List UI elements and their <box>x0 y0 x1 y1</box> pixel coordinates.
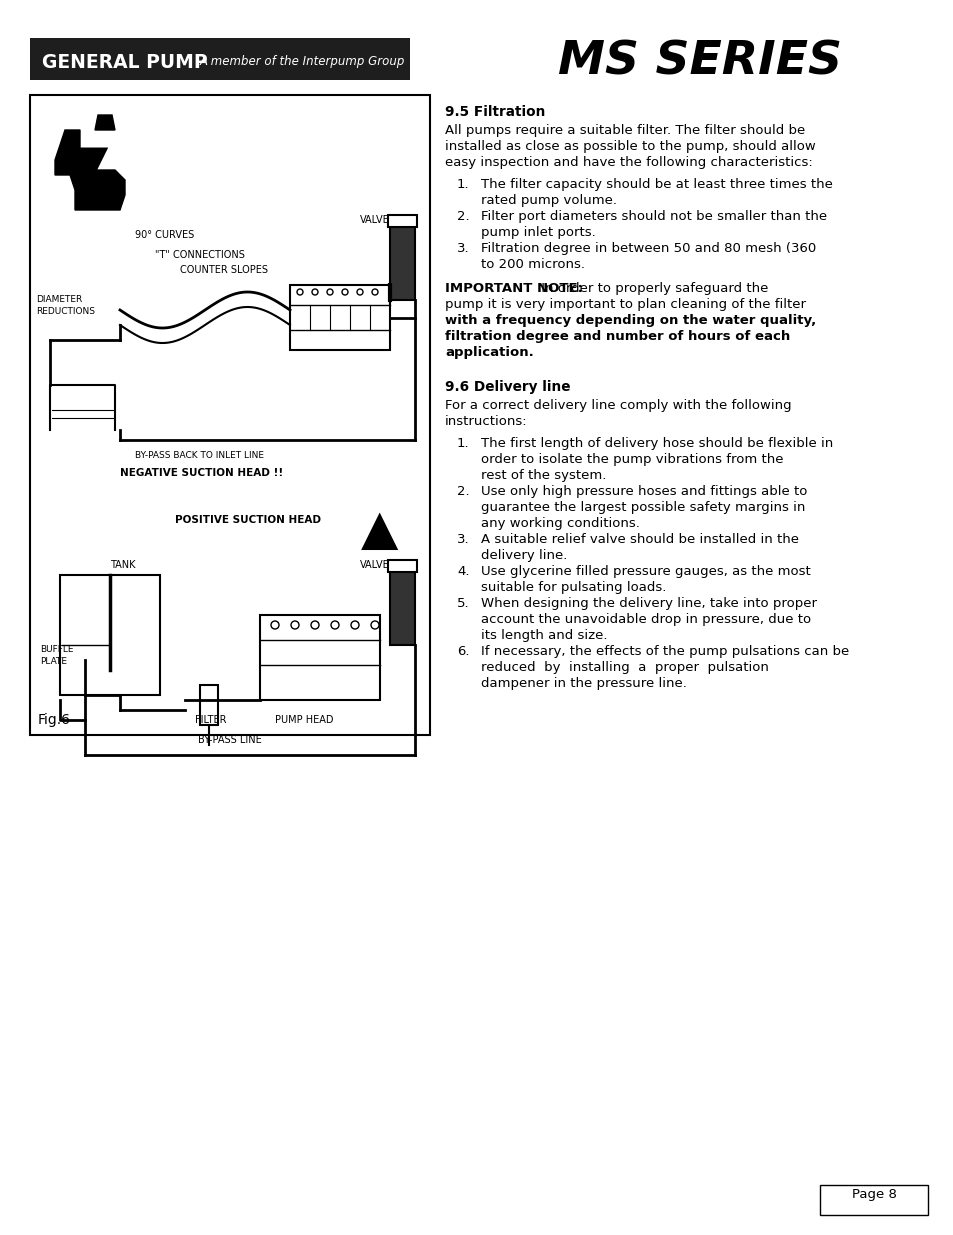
Text: PUMP HEAD: PUMP HEAD <box>274 715 334 725</box>
Bar <box>260 615 379 700</box>
Text: If necessary, the effects of the pump pulsations can be: If necessary, the effects of the pump pu… <box>480 645 848 658</box>
Text: 2.: 2. <box>456 485 469 498</box>
Bar <box>388 215 416 227</box>
Text: The filter capacity should be at least three times the: The filter capacity should be at least t… <box>480 178 832 191</box>
Text: suitable for pulsating loads.: suitable for pulsating loads. <box>480 580 666 594</box>
Text: BY-PASS BACK TO INLET LINE: BY-PASS BACK TO INLET LINE <box>135 451 264 459</box>
Text: 3.: 3. <box>456 534 469 546</box>
Bar <box>60 576 160 695</box>
Text: For a correct delivery line comply with the following: For a correct delivery line comply with … <box>444 399 791 412</box>
Text: IMPORTANT NOTE:: IMPORTANT NOTE: <box>444 282 582 295</box>
Text: MS SERIES: MS SERIES <box>558 40 841 84</box>
Text: "T" CONNECTIONS: "T" CONNECTIONS <box>154 249 245 261</box>
Text: to 200 microns.: to 200 microns. <box>480 258 584 270</box>
Text: rest of the system.: rest of the system. <box>480 469 606 482</box>
Text: POSITIVE SUCTION HEAD: POSITIVE SUCTION HEAD <box>174 515 320 525</box>
Text: VALVE: VALVE <box>360 215 390 225</box>
Text: Use only high pressure hoses and fittings able to: Use only high pressure hoses and fitting… <box>480 485 806 498</box>
Text: REDUCTIONS: REDUCTIONS <box>36 308 95 316</box>
Text: reduced  by  installing  a  proper  pulsation: reduced by installing a proper pulsation <box>480 661 768 674</box>
Text: All pumps require a suitable filter. The filter should be: All pumps require a suitable filter. The… <box>444 124 804 137</box>
Text: Use glycerine filled pressure gauges, as the most: Use glycerine filled pressure gauges, as… <box>480 564 810 578</box>
Text: with a frequency depending on the water quality,: with a frequency depending on the water … <box>444 314 816 327</box>
Text: delivery line.: delivery line. <box>480 550 567 562</box>
Text: BY-PASS LINE: BY-PASS LINE <box>198 735 262 745</box>
Polygon shape <box>55 130 125 210</box>
Text: 90° CURVES: 90° CURVES <box>135 230 194 240</box>
Text: COUNTER SLOPES: COUNTER SLOPES <box>180 266 268 275</box>
Text: 1.: 1. <box>456 178 469 191</box>
Text: 1.: 1. <box>456 437 469 450</box>
Text: DIAMETER: DIAMETER <box>36 295 82 305</box>
Text: any working conditions.: any working conditions. <box>480 517 639 530</box>
Text: installed as close as possible to the pump, should allow: installed as close as possible to the pu… <box>444 140 815 153</box>
Text: GENERAL PUMP: GENERAL PUMP <box>42 53 208 72</box>
Text: pump it is very important to plan cleaning of the filter: pump it is very important to plan cleani… <box>444 298 805 311</box>
Text: rated pump volume.: rated pump volume. <box>480 194 617 207</box>
Text: 9.5 Filtration: 9.5 Filtration <box>444 105 545 119</box>
Text: A suitable relief valve should be installed in the: A suitable relief valve should be instal… <box>480 534 799 546</box>
Bar <box>200 685 218 725</box>
Text: BUFFLE: BUFFLE <box>40 646 73 655</box>
Text: dampener in the pressure line.: dampener in the pressure line. <box>480 677 686 690</box>
Text: filtration degree and number of hours of each: filtration degree and number of hours of… <box>444 330 789 343</box>
Text: 9.6 Delivery line: 9.6 Delivery line <box>444 380 570 394</box>
Text: VALVE: VALVE <box>360 559 390 571</box>
Text: pump inlet ports.: pump inlet ports. <box>480 226 595 240</box>
Text: 2.: 2. <box>456 210 469 224</box>
Bar <box>390 564 415 645</box>
Text: its length and size.: its length and size. <box>480 629 607 642</box>
Text: 3.: 3. <box>456 242 469 254</box>
Text: A member of the Interpump Group: A member of the Interpump Group <box>200 56 405 68</box>
Text: The first length of delivery hose should be flexible in: The first length of delivery hose should… <box>480 437 832 450</box>
Text: ▲: ▲ <box>361 506 398 555</box>
Bar <box>820 1186 927 1215</box>
Text: PLATE: PLATE <box>40 657 67 667</box>
Text: account the unavoidable drop in pressure, due to: account the unavoidable drop in pressure… <box>480 613 810 626</box>
Text: order to isolate the pump vibrations from the: order to isolate the pump vibrations fro… <box>480 453 782 466</box>
Text: TANK: TANK <box>110 559 135 571</box>
Text: application.: application. <box>444 346 533 359</box>
Text: Page 8: Page 8 <box>851 1188 896 1200</box>
Bar <box>390 220 415 300</box>
Text: FILTER: FILTER <box>194 715 226 725</box>
Bar <box>30 38 410 80</box>
Text: Fig.6: Fig.6 <box>38 713 71 727</box>
Bar <box>388 559 416 572</box>
Text: guarantee the largest possible safety margins in: guarantee the largest possible safety ma… <box>480 501 804 514</box>
Text: Filtration degree in between 50 and 80 mesh (360: Filtration degree in between 50 and 80 m… <box>480 242 816 254</box>
Text: 6.: 6. <box>456 645 469 658</box>
Text: Filter port diameters should not be smaller than the: Filter port diameters should not be smal… <box>480 210 826 224</box>
Bar <box>290 285 390 350</box>
Polygon shape <box>95 115 115 130</box>
Text: 5.: 5. <box>456 597 469 610</box>
Text: In order to properly safeguard the: In order to properly safeguard the <box>537 282 767 295</box>
Text: easy inspection and have the following characteristics:: easy inspection and have the following c… <box>444 156 812 169</box>
Text: NEGATIVE SUCTION HEAD !!: NEGATIVE SUCTION HEAD !! <box>120 468 283 478</box>
Text: instructions:: instructions: <box>444 415 527 429</box>
Bar <box>30 95 430 735</box>
Text: When designing the delivery line, take into proper: When designing the delivery line, take i… <box>480 597 816 610</box>
Text: ▼: ▼ <box>71 141 109 189</box>
Text: 4.: 4. <box>456 564 469 578</box>
